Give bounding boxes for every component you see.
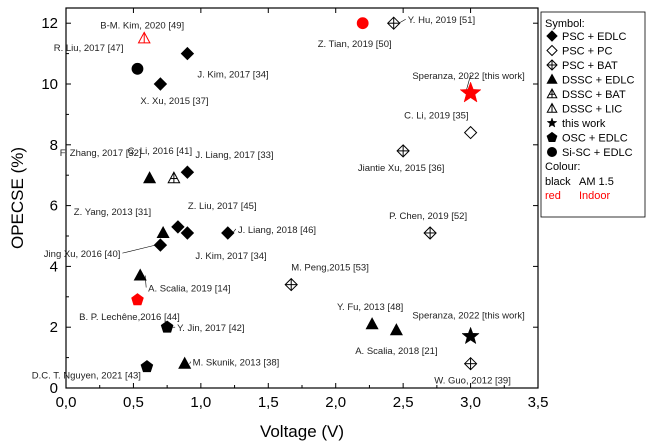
legend-colour-value: AM 1.5: [579, 176, 614, 188]
legend-label: PSC + BAT: [562, 60, 618, 72]
legend-colour-title: Colour:: [545, 161, 580, 173]
legend-label: OSC + EDLC: [562, 133, 628, 145]
y-tick-label: 6: [50, 198, 58, 215]
plot-area: [65, 7, 539, 389]
point-label: J. Liang, 2018 [46]: [238, 225, 316, 236]
point-label: M. Skunik, 2013 [38]: [193, 358, 280, 369]
data-point: [221, 226, 235, 240]
legend-marker: [546, 30, 558, 42]
point-label: J. Kim, 2017 [34]: [195, 251, 266, 262]
data-point: [180, 46, 195, 61]
point-label: M. Peng,2015 [53]: [291, 263, 369, 274]
point-label: F. Zhang, 2017 [32]: [60, 148, 142, 159]
legend-colour-key: red: [545, 190, 561, 202]
point-label: Speranza, 2022 [this work]: [412, 310, 524, 321]
legend-colour-value: Indoor: [579, 190, 611, 202]
point-label: X. Xu, 2015 [37]: [140, 96, 208, 107]
y-tick-label: 12: [41, 15, 58, 32]
legend-marker: [546, 117, 558, 128]
y-tick-label: 4: [50, 258, 58, 275]
leader-line: [122, 244, 156, 254]
data-point: [178, 356, 192, 369]
data-point: [140, 360, 154, 373]
x-tick-label: 1,5: [258, 394, 279, 411]
leader-line: [189, 361, 191, 364]
data-point: [461, 326, 480, 345]
data-point: [365, 317, 379, 330]
legend: Symbol:PSC + EDLC PSC + PC PSC + BAT DSSC +…: [540, 11, 646, 218]
legend-label: DSSC + BAT: [562, 89, 626, 101]
leader-line: [398, 18, 406, 24]
legend-title: Symbol:: [545, 18, 585, 30]
legend-marker: [546, 131, 558, 142]
point-label: B-M. Kim, 2020 [49]: [100, 20, 184, 31]
data-point: [171, 220, 185, 234]
data-point: [131, 293, 144, 306]
x-tick-label: 1,0: [190, 394, 211, 411]
data-point: [156, 225, 170, 238]
legend-label: PSC + EDLC: [562, 31, 627, 43]
data-point: [356, 17, 369, 30]
x-tick-label: 3,5: [528, 394, 549, 411]
data-point: [131, 62, 144, 75]
data-point: [459, 81, 482, 103]
x-tick-label: 0,0: [56, 394, 77, 411]
point-label: Jiantie Xu, 2015 [36]: [358, 163, 445, 174]
data-point: [180, 165, 195, 179]
leader-line: [144, 275, 147, 288]
data-point: [389, 323, 403, 336]
legend-box: [540, 11, 646, 218]
point-label: W. Guo, 2012 [39]: [434, 376, 511, 387]
x-tick-label: 3,0: [460, 394, 481, 411]
data-point: [153, 238, 168, 252]
point-label: Jing Xu, 2016 [40]: [44, 249, 121, 260]
data-points: [131, 16, 482, 373]
point-label: P. Chen, 2019 [52]: [389, 211, 467, 222]
data-point: [160, 320, 174, 333]
x-tick-label: 0,5: [123, 394, 144, 411]
point-label: D.C. T. Nguyen, 2021 [43]: [32, 371, 141, 382]
y-tick-label: 8: [50, 137, 58, 154]
point-label: C. Li, 2019 [35]: [404, 111, 468, 122]
legend-label: Si-SC + EDLC: [562, 147, 633, 159]
y-tick-label: 2: [50, 319, 58, 336]
data-point: [180, 226, 195, 240]
point-label: C. Li, 2016 [41]: [128, 146, 192, 157]
legend-label: DSSC + EDLC: [562, 75, 634, 87]
point-label: J. Liang, 2017 [33]: [195, 150, 273, 161]
point-label: Z. Yang, 2013 [31]: [74, 207, 151, 218]
data-point: [143, 171, 157, 184]
axis-ticks: 0,0 0,5 1,0 1,5 2,0 2,5 3,0 3,5 0 2 4 6 8 10 12: [41, 8, 548, 411]
y-tick-label: 0: [50, 380, 58, 397]
x-tick-label: 2,5: [393, 394, 414, 411]
legend-colour-key: black: [545, 176, 571, 188]
x-axis-label: Voltage (V): [260, 422, 344, 441]
data-point: [133, 268, 147, 281]
point-label: B. P. Lechêne,2016 [44]: [79, 312, 180, 323]
point-label: Speranza, 2022 [this work]: [412, 71, 524, 82]
legend-label: this work: [562, 118, 606, 130]
y-axis-label: OPECSE (%): [8, 147, 27, 249]
legend-label: DSSC + LIC: [562, 104, 622, 116]
point-label: Y. Fu, 2013 [48]: [337, 302, 403, 313]
legend-marker: [547, 147, 557, 157]
x-tick-label: 2,0: [325, 394, 346, 411]
legend-marker: [546, 44, 558, 57]
point-label: R. Liu, 2017 [47]: [54, 43, 124, 54]
point-label: A. Scalia, 2019 [14]: [148, 284, 230, 295]
y-tick-label: 10: [41, 76, 58, 93]
point-label: A. Scalia, 2018 [21]: [355, 346, 437, 357]
legend-label: PSC + PC: [562, 46, 612, 58]
point-label: J. Kim, 2017 [34]: [197, 70, 268, 81]
point-label: Z. Tian, 2019 [50]: [318, 39, 392, 50]
point-label: Z. Liu, 2017 [45]: [188, 201, 257, 212]
point-label: Y. Jin, 2017 [42]: [177, 323, 244, 334]
data-point: [463, 125, 478, 140]
data-point: [153, 77, 168, 91]
point-label: Y. Hu, 2019 [51]: [408, 15, 475, 26]
legend-marker: [546, 73, 558, 84]
point-labels: J. Kim, 2017 [34] X. Xu, 2015 [37] J. Lian…: [32, 15, 525, 386]
